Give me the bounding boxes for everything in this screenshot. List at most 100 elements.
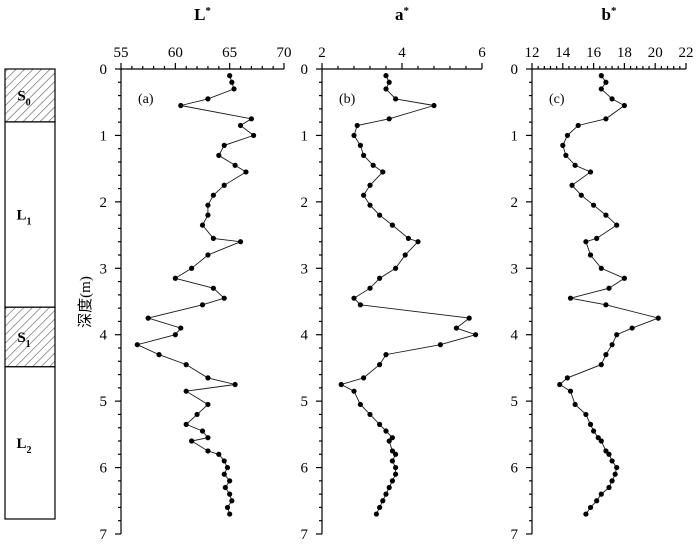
data-point bbox=[199, 302, 206, 308]
y-tick-label: 4 bbox=[301, 328, 309, 344]
data-point bbox=[351, 295, 357, 301]
data-point bbox=[386, 438, 392, 444]
data-point bbox=[587, 252, 594, 258]
data-point bbox=[437, 342, 443, 348]
y-tick-label: 3 bbox=[301, 261, 309, 277]
data-point bbox=[583, 411, 589, 418]
data-point bbox=[199, 428, 206, 434]
stratum-label-main: L bbox=[16, 436, 26, 452]
data-point bbox=[222, 484, 228, 491]
data-point bbox=[567, 295, 574, 301]
data-point bbox=[367, 182, 373, 188]
data-point bbox=[564, 375, 571, 381]
x-tick-label: 6 bbox=[478, 45, 486, 61]
data-point bbox=[377, 362, 383, 368]
data-point bbox=[466, 315, 472, 321]
data-point bbox=[393, 471, 399, 477]
data-point bbox=[383, 491, 389, 497]
panel-title-main: L bbox=[194, 5, 205, 24]
data-point bbox=[594, 498, 600, 504]
data-point bbox=[178, 325, 184, 331]
data-point bbox=[224, 504, 231, 511]
stratum-label: S0 bbox=[17, 88, 30, 108]
data-point bbox=[614, 222, 620, 228]
data-point bbox=[172, 332, 178, 338]
data-point bbox=[383, 86, 389, 92]
depth-label-text: 深度(m) bbox=[77, 276, 94, 328]
data-point bbox=[587, 421, 594, 427]
y-tick-label: 4 bbox=[100, 328, 108, 344]
data-point bbox=[370, 162, 376, 168]
data-point bbox=[216, 152, 222, 158]
panel-title-main: a bbox=[395, 5, 404, 24]
data-point bbox=[216, 451, 222, 457]
data-point bbox=[231, 86, 237, 92]
data-point bbox=[205, 212, 211, 218]
data-point bbox=[351, 132, 357, 139]
data-point bbox=[598, 86, 604, 92]
y-tick-label: 2 bbox=[511, 195, 519, 211]
data-point bbox=[606, 484, 612, 491]
y-tick-label: 3 bbox=[511, 261, 519, 277]
data-point bbox=[393, 464, 399, 471]
stratum-label-sub: 2 bbox=[27, 445, 32, 456]
x-tick-label: 65 bbox=[222, 45, 237, 61]
data-point bbox=[134, 342, 140, 348]
data-point bbox=[402, 252, 408, 258]
y-tick-label: 1 bbox=[301, 128, 309, 144]
panel-title-main: b bbox=[602, 5, 611, 24]
data-point bbox=[405, 235, 411, 241]
data-point bbox=[591, 202, 597, 208]
data-point bbox=[183, 362, 189, 368]
data-point bbox=[386, 484, 392, 491]
data-point bbox=[183, 388, 189, 394]
stratum-label-sub: 1 bbox=[26, 339, 31, 350]
data-point bbox=[655, 315, 661, 321]
data-point bbox=[609, 96, 615, 102]
x-tick-label: 2 bbox=[318, 45, 326, 61]
data-point bbox=[221, 295, 227, 301]
stratum-label-main: S bbox=[17, 88, 25, 104]
data-point bbox=[243, 169, 249, 175]
data-point bbox=[383, 428, 389, 434]
data-point bbox=[221, 471, 227, 477]
data-point bbox=[373, 511, 379, 517]
data-point bbox=[606, 285, 612, 291]
panel-title-star: * bbox=[404, 5, 410, 17]
y-tick-label: 6 bbox=[301, 461, 309, 477]
series-line bbox=[135, 75, 255, 515]
data-point bbox=[227, 511, 233, 517]
data-point bbox=[598, 73, 604, 79]
data-point bbox=[380, 498, 386, 504]
data-point bbox=[595, 435, 601, 441]
data-point bbox=[377, 504, 383, 511]
data-point bbox=[351, 388, 357, 394]
y-tick-label: 0 bbox=[511, 62, 519, 78]
data-point bbox=[227, 491, 233, 497]
panel-title: L* bbox=[194, 5, 211, 24]
data-point bbox=[194, 411, 200, 418]
stratum-label: S1 bbox=[17, 330, 30, 350]
depth-axis-label: 深度(m) bbox=[77, 276, 94, 328]
data-point bbox=[210, 235, 216, 241]
data-point bbox=[572, 401, 578, 408]
x-tick-label: 14 bbox=[555, 45, 571, 61]
data-point bbox=[389, 458, 395, 464]
data-point bbox=[609, 478, 615, 484]
data-point bbox=[389, 478, 395, 484]
y-tick-label: 7 bbox=[301, 527, 309, 543]
data-point bbox=[386, 79, 392, 85]
data-point bbox=[583, 511, 589, 517]
y-tick-label: 4 bbox=[511, 328, 519, 344]
data-point bbox=[578, 192, 584, 198]
data-point bbox=[393, 265, 399, 271]
stratum-l2 bbox=[4, 366, 56, 520]
series-line bbox=[558, 75, 660, 515]
data-point bbox=[361, 152, 367, 158]
data-point bbox=[393, 96, 399, 102]
data-point bbox=[383, 73, 389, 79]
data-point bbox=[614, 464, 620, 471]
data-point bbox=[354, 122, 360, 129]
